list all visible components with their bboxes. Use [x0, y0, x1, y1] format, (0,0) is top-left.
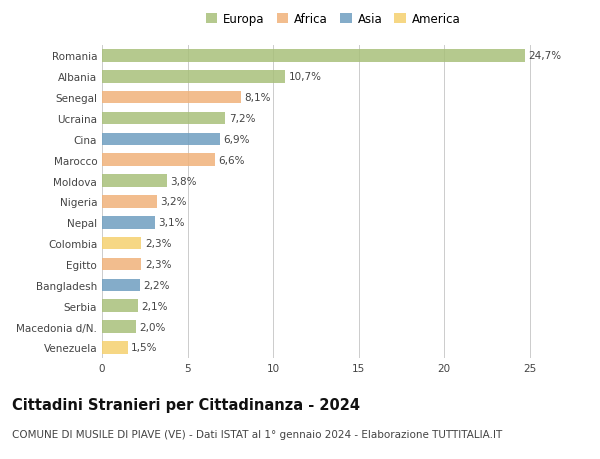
Bar: [102, 196, 157, 208]
Bar: [102, 279, 140, 291]
Bar: [102, 258, 142, 271]
Text: 8,1%: 8,1%: [244, 93, 271, 103]
Text: 24,7%: 24,7%: [528, 51, 561, 62]
Bar: [102, 112, 225, 125]
Bar: [102, 175, 167, 187]
Bar: [102, 237, 142, 250]
Bar: [102, 50, 524, 62]
Text: 3,8%: 3,8%: [170, 176, 197, 186]
Text: 2,0%: 2,0%: [140, 322, 166, 332]
Bar: [102, 133, 220, 146]
Text: 3,1%: 3,1%: [158, 218, 185, 228]
Text: 6,9%: 6,9%: [223, 134, 250, 145]
Bar: [102, 92, 241, 104]
Legend: Europa, Africa, Asia, America: Europa, Africa, Asia, America: [201, 8, 465, 30]
Text: 10,7%: 10,7%: [289, 72, 322, 82]
Text: 7,2%: 7,2%: [229, 114, 255, 124]
Bar: [102, 300, 138, 312]
Text: 2,3%: 2,3%: [145, 239, 171, 249]
Bar: [102, 341, 128, 354]
Bar: [102, 154, 215, 167]
Text: 2,2%: 2,2%: [143, 280, 170, 290]
Bar: [102, 320, 136, 333]
Text: 2,1%: 2,1%: [142, 301, 168, 311]
Text: Cittadini Stranieri per Cittadinanza - 2024: Cittadini Stranieri per Cittadinanza - 2…: [12, 397, 360, 412]
Bar: [102, 71, 285, 84]
Text: 1,5%: 1,5%: [131, 342, 158, 353]
Bar: [102, 217, 155, 229]
Text: 3,2%: 3,2%: [160, 197, 187, 207]
Text: 6,6%: 6,6%: [218, 155, 245, 165]
Text: COMUNE DI MUSILE DI PIAVE (VE) - Dati ISTAT al 1° gennaio 2024 - Elaborazione TU: COMUNE DI MUSILE DI PIAVE (VE) - Dati IS…: [12, 429, 502, 439]
Text: 2,3%: 2,3%: [145, 259, 171, 269]
